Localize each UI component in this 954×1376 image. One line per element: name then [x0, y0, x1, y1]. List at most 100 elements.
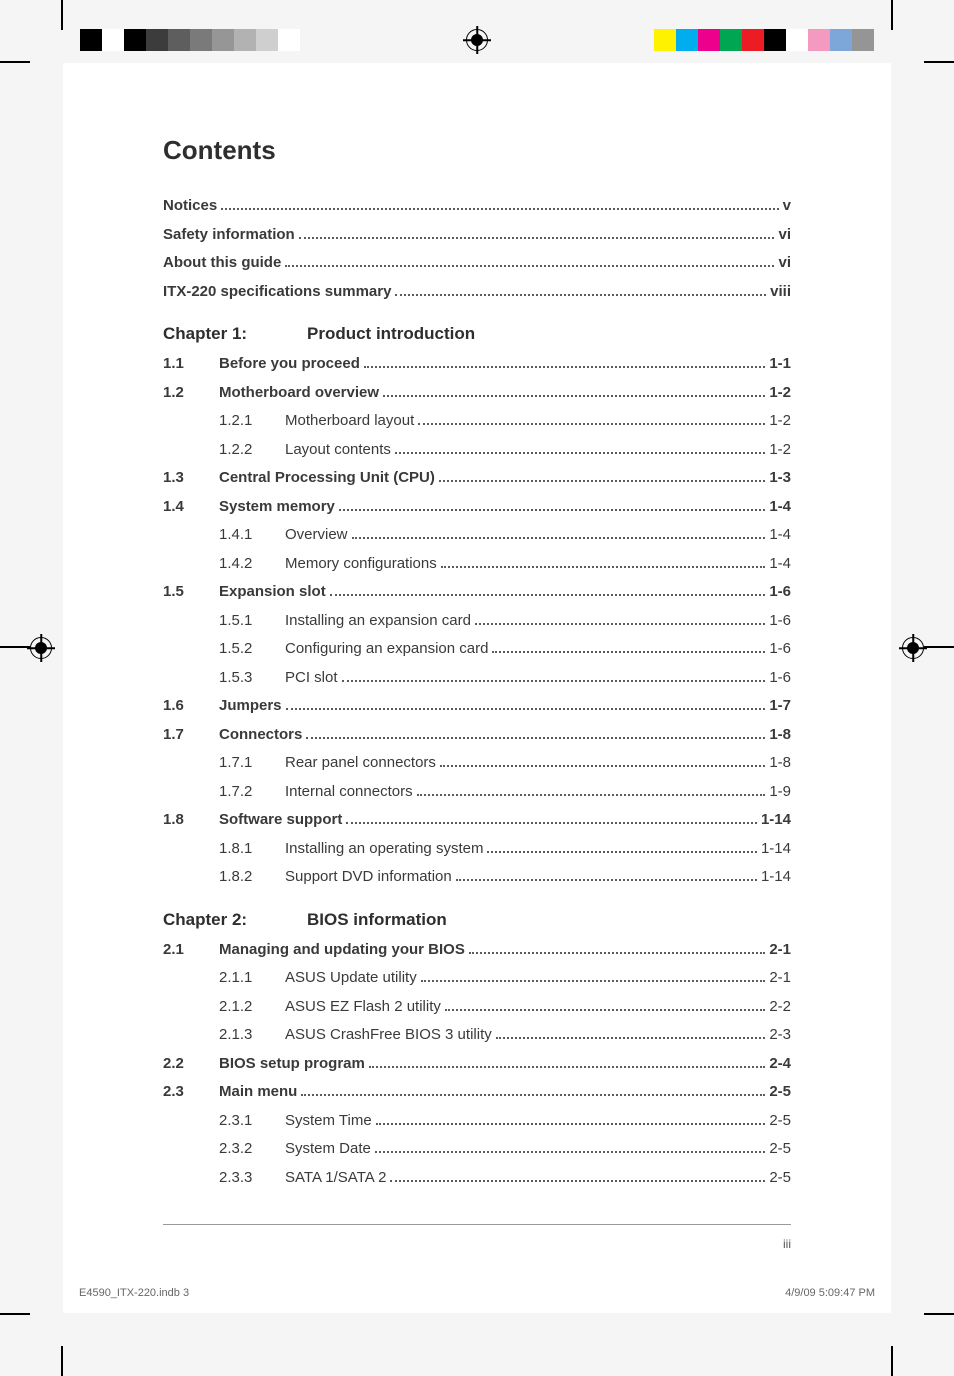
toc-subsection-number: 2.3.1 [219, 1107, 285, 1136]
toc-label: Internal connectors [285, 778, 413, 807]
color-swatch [676, 29, 698, 51]
toc-section-number: 1.6 [163, 692, 219, 721]
color-swatch [764, 29, 786, 51]
toc-row: Safety informationvi [163, 221, 791, 250]
toc-page-number: 1-6 [769, 607, 791, 636]
toc-row: ITX-220 specifications summaryviii [163, 278, 791, 307]
color-bar-left [80, 29, 300, 51]
toc-leader [440, 765, 765, 767]
toc-row: 2.2BIOS setup program 2-4 [163, 1050, 791, 1079]
toc-label: Motherboard layout [285, 407, 414, 436]
imprint-timestamp: 4/9/09 5:09:47 PM [785, 1287, 875, 1299]
color-swatch [720, 29, 742, 51]
toc-leader [395, 294, 766, 296]
toc-subsection-number: 1.4.2 [219, 550, 285, 579]
color-swatch [852, 29, 874, 51]
chapters: Chapter 1:Product introduction1.1Before … [163, 324, 791, 1192]
color-swatch [256, 29, 278, 51]
toc-page-number: 2-4 [769, 1050, 791, 1079]
toc-label: Installing an operating system [285, 835, 483, 864]
toc-page-number: 2-1 [769, 936, 791, 965]
toc-page-number: 1-7 [769, 692, 791, 721]
crop-mark [891, 0, 893, 30]
color-bar-right [654, 29, 874, 51]
toc-subsection-number: 1.8.2 [219, 863, 285, 892]
color-swatch [146, 29, 168, 51]
toc-label: System memory [219, 493, 335, 522]
toc-row: Noticesv [163, 192, 791, 221]
chapter-label: Chapter 2: [163, 910, 307, 930]
imprint: E4590_ITX-220.indb 3 4/9/09 5:09:47 PM [79, 1287, 875, 1299]
color-swatch [808, 29, 830, 51]
color-swatch [190, 29, 212, 51]
toc-leader [301, 1094, 765, 1096]
toc-leader [445, 1009, 765, 1011]
toc-page-number: 1-4 [769, 550, 791, 579]
toc-section-number: 1.5 [163, 578, 219, 607]
toc-page-number: 2-1 [769, 964, 791, 993]
toc-row: 1.3Central Processing Unit (CPU)1-3 [163, 464, 791, 493]
toc-subsection-number: 1.7.1 [219, 749, 285, 778]
toc-label: Configuring an expansion card [285, 635, 488, 664]
toc-label: BIOS setup program [219, 1050, 365, 1079]
toc-page-number: 1-14 [761, 806, 791, 835]
toc-section-number: 1.8 [163, 806, 219, 835]
color-swatch [80, 29, 102, 51]
toc-section-number: 2.2 [163, 1050, 219, 1079]
toc-leader [492, 651, 765, 653]
toc-leader [339, 509, 765, 511]
toc-leader [342, 680, 766, 682]
toc-label: Overview [285, 521, 348, 550]
toc-label: Installing an expansion card [285, 607, 471, 636]
color-swatch [786, 29, 808, 51]
toc-page-number: 2-5 [769, 1164, 791, 1193]
crop-mark [61, 0, 63, 30]
toc-leader [456, 879, 757, 881]
toc-row: 1.2.1Motherboard layout1-2 [163, 407, 791, 436]
toc-leader [439, 480, 765, 482]
toc-leader [475, 623, 765, 625]
toc-leader [299, 237, 775, 239]
toc-row: 2.3.3SATA 1/SATA 22-5 [163, 1164, 791, 1193]
toc-row: 1.7Connectors1-8 [163, 721, 791, 750]
toc-section-number: 2.3 [163, 1078, 219, 1107]
toc-row: 1.4.2Memory configurations1-4 [163, 550, 791, 579]
toc-subsection-number: 2.3.3 [219, 1164, 285, 1193]
toc-leader [417, 794, 766, 796]
toc-page-number: viii [770, 278, 791, 307]
toc-section-number: 1.1 [163, 350, 219, 379]
toc-page-number: vi [778, 249, 791, 278]
toc-leader [375, 1151, 765, 1153]
toc-section-number: 2.1 [163, 936, 219, 965]
toc-page-number: 1-4 [769, 521, 791, 550]
toc-subsection-number: 2.1.1 [219, 964, 285, 993]
toc-row: 1.2Motherboard overview1-2 [163, 379, 791, 408]
toc-subsection-number: 1.8.1 [219, 835, 285, 864]
toc-page-number: vi [778, 221, 791, 250]
toc-leader [376, 1123, 766, 1125]
toc-row: About this guide vi [163, 249, 791, 278]
toc-leader [441, 566, 766, 568]
color-swatch [278, 29, 300, 51]
toc-page-number: 1-2 [769, 407, 791, 436]
toc-leader [330, 594, 766, 596]
toc-label: Central Processing Unit (CPU) [219, 464, 435, 493]
toc-label: Main menu [219, 1078, 297, 1107]
toc-row: 1.1Before you proceed1-1 [163, 350, 791, 379]
toc-leader [352, 537, 766, 539]
toc-section-number: 1.7 [163, 721, 219, 750]
toc-page-number: 1-2 [769, 379, 791, 408]
registration-mark-icon [466, 29, 488, 51]
toc-subsection-number: 1.7.2 [219, 778, 285, 807]
toc-leader [346, 822, 757, 824]
toc-row: 2.1.1ASUS Update utility2-1 [163, 964, 791, 993]
toc-row: 2.3.2System Date2-5 [163, 1135, 791, 1164]
toc-label: About this guide [163, 249, 281, 278]
toc-subsection-number: 2.1.3 [219, 1021, 285, 1050]
toc-leader [390, 1180, 765, 1182]
toc-leader [221, 208, 778, 210]
toc-row: 2.1Managing and updating your BIOS2-1 [163, 936, 791, 965]
toc-row: 1.5Expansion slot1-6 [163, 578, 791, 607]
toc-leader [286, 708, 766, 710]
toc-row: 1.8.2Support DVD information1-14 [163, 863, 791, 892]
